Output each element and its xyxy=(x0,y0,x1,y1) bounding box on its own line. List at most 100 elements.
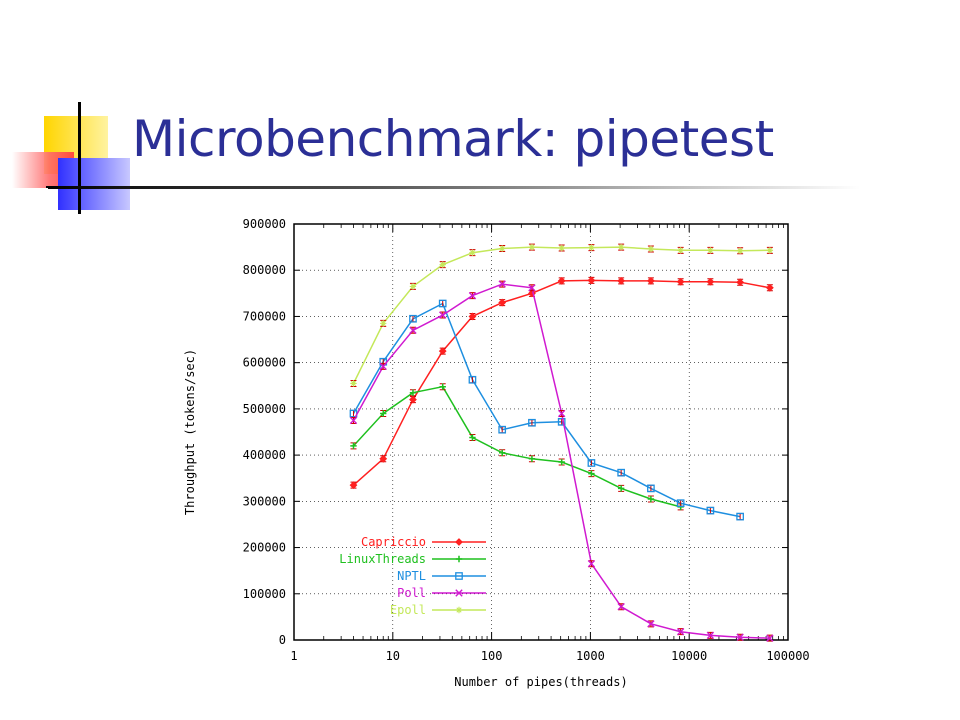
x-axis-label: Number of pipes(threads) xyxy=(454,675,627,689)
data-point-capriccio xyxy=(617,276,626,285)
data-point-poll xyxy=(676,627,685,636)
data-point-nptl xyxy=(587,459,596,467)
data-point-epoll xyxy=(380,320,387,327)
data-point-poll xyxy=(468,291,477,300)
data-point-linuxthreads xyxy=(647,495,655,503)
y-tick-label: 300000 xyxy=(243,494,286,508)
data-point-epoll xyxy=(736,247,744,255)
data-point-linuxthreads xyxy=(558,458,565,466)
data-point-nptl xyxy=(736,512,744,521)
plot-frame xyxy=(293,223,789,641)
data-point-poll xyxy=(557,409,566,418)
series-line-linuxthreads xyxy=(352,385,681,508)
data-point-nptl xyxy=(706,506,715,515)
data-point-nptl xyxy=(647,484,655,493)
data-point-capriccio xyxy=(379,454,388,463)
slide-corner-decoration xyxy=(12,102,136,214)
y-tick-label: 200000 xyxy=(243,541,286,555)
data-point-linuxthreads xyxy=(588,470,595,477)
x-tick-label: 100 xyxy=(481,649,503,663)
data-point-poll xyxy=(528,284,536,292)
legend-marker-capriccio xyxy=(455,538,463,546)
data-point-capriccio xyxy=(498,298,507,307)
throughput-chart: 0 100000 200000 300000 400000 500000 600000 700… xyxy=(183,217,810,689)
data-point-linuxthreads xyxy=(380,410,387,417)
data-point-poll xyxy=(706,631,715,640)
data-point-epoll xyxy=(707,247,714,254)
data-point-epoll xyxy=(617,243,625,251)
title-underline xyxy=(48,186,860,189)
data-point-linuxthreads xyxy=(409,389,417,396)
data-point-poll xyxy=(409,326,417,335)
data-point-epoll xyxy=(766,247,774,254)
data-point-epoll xyxy=(528,243,536,251)
y-tick-label: 700000 xyxy=(243,309,286,323)
data-point-linuxthreads xyxy=(439,383,446,390)
x-tick-label: 10 xyxy=(386,649,400,663)
y-tick-label: 0 xyxy=(279,633,286,647)
legend-marker-nptl xyxy=(455,572,463,580)
data-point-poll xyxy=(349,416,358,425)
slide-title: Microbenchmark: pipetest xyxy=(132,110,774,168)
data-point-linuxthreads xyxy=(498,449,506,456)
data-point-nptl xyxy=(498,425,507,434)
data-point-capriccio xyxy=(765,283,774,292)
data-point-nptl xyxy=(468,375,477,384)
legend-label-linuxthreads: LinuxThreads xyxy=(339,552,426,566)
x-tick-label: 100000 xyxy=(766,649,809,663)
data-point-poll xyxy=(766,634,774,642)
data-point-capriccio xyxy=(736,278,745,287)
data-point-capriccio xyxy=(557,276,566,285)
x-tick-label: 1000 xyxy=(576,649,605,663)
data-point-capriccio xyxy=(587,276,596,285)
x-tick-label: 1 xyxy=(290,649,297,663)
data-point-nptl xyxy=(617,468,626,477)
y-tick-label: 900000 xyxy=(243,217,286,231)
data-point-nptl xyxy=(438,299,447,308)
error-bar-nptl xyxy=(647,484,654,492)
legend-label-epoll: Epoll xyxy=(390,603,426,617)
data-point-capriccio xyxy=(646,276,655,285)
chart-container: 0 100000 200000 300000 400000 500000 600000 700… xyxy=(170,200,850,700)
data-point-linuxthreads xyxy=(350,442,357,450)
data-point-epoll xyxy=(498,245,506,252)
series-line-capriccio xyxy=(353,279,771,486)
data-point-capriccio xyxy=(409,395,417,404)
data-point-epoll xyxy=(469,249,476,256)
data-point-poll xyxy=(647,620,655,628)
data-point-nptl xyxy=(409,314,417,323)
data-point-capriccio xyxy=(706,277,715,286)
data-point-epoll xyxy=(677,247,684,254)
data-point-poll xyxy=(498,280,506,288)
data-point-poll xyxy=(439,311,447,319)
data-point-capriccio xyxy=(468,312,477,321)
data-point-epoll xyxy=(350,380,357,387)
data-point-poll xyxy=(379,362,387,371)
legend-label-capriccio: Capriccio xyxy=(361,535,426,549)
y-tick-label: 600000 xyxy=(243,356,286,370)
data-point-epoll xyxy=(558,244,565,252)
data-point-poll xyxy=(617,603,625,611)
data-point-linuxthreads xyxy=(617,485,625,492)
y-tick-label: 100000 xyxy=(243,587,286,601)
data-point-poll xyxy=(736,633,744,641)
legend-marker-poll xyxy=(455,589,463,597)
data-point-linuxthreads xyxy=(528,455,536,463)
y-tick-label: 800000 xyxy=(243,263,286,277)
y-tick-label: 500000 xyxy=(243,402,286,416)
data-point-epoll xyxy=(647,245,655,253)
y-tick-label: 400000 xyxy=(243,448,286,462)
data-point-epoll xyxy=(588,244,595,251)
data-point-nptl xyxy=(676,499,685,508)
data-point-nptl xyxy=(528,418,536,427)
x-tick-label: 10000 xyxy=(671,649,707,663)
data-point-capriccio xyxy=(676,277,685,286)
legend-label-poll: Poll xyxy=(397,586,426,600)
legend-label-nptl: NPTL xyxy=(397,569,426,583)
data-point-capriccio xyxy=(438,347,447,356)
data-point-nptl xyxy=(557,417,566,426)
legend-marker-linuxthreads xyxy=(455,555,463,563)
legend-marker-epoll xyxy=(455,606,463,614)
data-point-epoll xyxy=(439,261,446,268)
data-point-poll xyxy=(587,560,596,568)
